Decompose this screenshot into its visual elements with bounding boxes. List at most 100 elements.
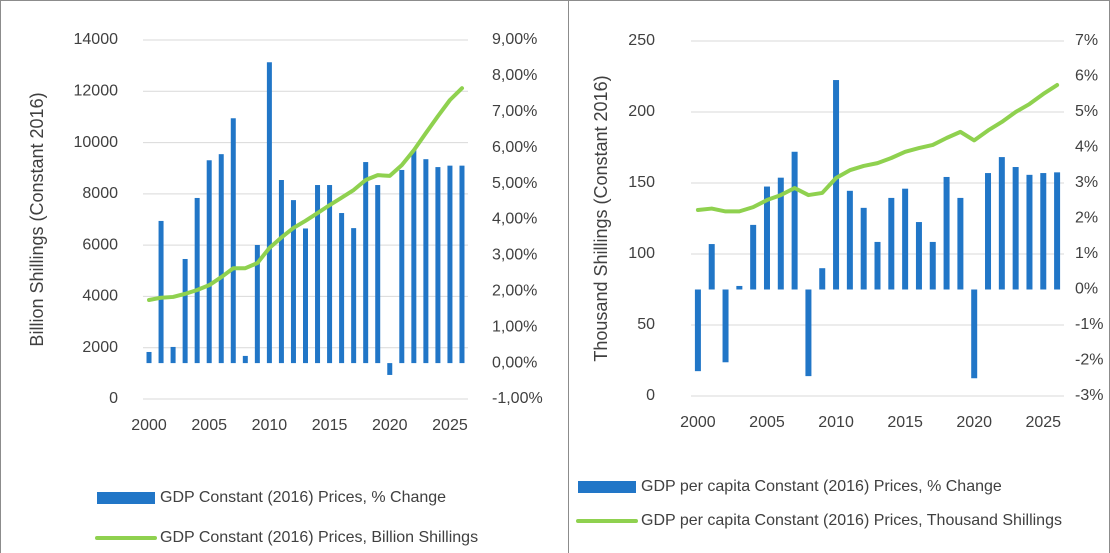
y2-tick-label: 7% <box>1075 32 1098 49</box>
x-tick-label: 2020 <box>372 417 408 434</box>
line <box>147 86 464 303</box>
y2-tick-label: -1% <box>1075 316 1103 333</box>
bar <box>722 289 729 363</box>
bar <box>763 186 770 290</box>
y2-tick-label: 3% <box>1075 174 1098 191</box>
bar <box>459 165 465 364</box>
bar <box>339 213 345 364</box>
legend-swatch <box>578 481 636 493</box>
x-tick-label: 2000 <box>131 417 167 434</box>
bar <box>874 241 881 290</box>
y2-tick-label: -3% <box>1075 387 1103 404</box>
bar <box>206 160 212 364</box>
y-tick-label: 0 <box>646 387 655 404</box>
x-tick-label: 2020 <box>956 414 992 431</box>
bar <box>833 80 840 290</box>
bar <box>315 185 321 364</box>
bar <box>985 173 992 290</box>
bar <box>363 162 369 364</box>
bar <box>387 363 393 375</box>
y-tick-label: 6000 <box>82 236 118 253</box>
y2-tick-label: 6% <box>1075 68 1098 85</box>
x-tick-label: 2000 <box>680 414 716 431</box>
y2-tick-label: 4,00% <box>492 211 537 228</box>
bar <box>736 285 743 290</box>
y-tick-label: 14000 <box>74 31 119 48</box>
bar <box>327 185 333 364</box>
line <box>695 83 1060 214</box>
bar <box>375 185 381 364</box>
bar <box>182 258 188 364</box>
x-tick-label: 2005 <box>191 417 227 434</box>
bar <box>218 154 224 364</box>
bar <box>846 190 853 290</box>
x-tick-label: 2010 <box>252 417 288 434</box>
bar <box>1054 172 1061 290</box>
y-tick-label: 8000 <box>82 185 118 202</box>
bar <box>435 167 441 364</box>
bar <box>1040 173 1047 290</box>
y2-tick-label: 3,00% <box>492 247 537 264</box>
y-tick-label: 2000 <box>82 339 118 356</box>
y2-tick-label: -2% <box>1075 352 1103 369</box>
x-tick-label: 2010 <box>818 414 854 431</box>
y2-tick-label: 2,00% <box>492 283 537 300</box>
bar <box>290 200 296 364</box>
y2-tick-label: 2% <box>1075 210 1098 227</box>
x-tick-label: 2025 <box>1025 414 1061 431</box>
bar <box>266 62 272 364</box>
y2-tick-label: 5% <box>1075 103 1098 120</box>
y-tick-label: 12000 <box>74 83 119 100</box>
bar <box>888 197 895 290</box>
bar <box>860 207 867 290</box>
y2-tick-label: 7,00% <box>492 103 537 120</box>
y2-tick-label: -1,00% <box>492 390 543 407</box>
y2-tick-label: 0% <box>1075 281 1098 298</box>
bar <box>351 228 357 364</box>
bar <box>750 224 757 290</box>
x-tick-label: 2015 <box>312 417 348 434</box>
bar <box>915 222 922 290</box>
legend-label: GDP per capita Constant (2016) Prices, %… <box>641 478 1002 495</box>
legend-label: GDP per capita Constant (2016) Prices, T… <box>641 512 1062 529</box>
y-tick-label: 10000 <box>74 134 119 151</box>
bar <box>242 355 248 364</box>
bar <box>943 176 950 290</box>
y-tick-label: 200 <box>628 103 655 120</box>
bar <box>411 150 417 364</box>
y-tick-label: 100 <box>628 245 655 262</box>
y2-tick-label: 4% <box>1075 139 1098 156</box>
y2-tick-label: 1,00% <box>492 318 537 335</box>
y2-tick-label: 8,00% <box>492 67 537 84</box>
y2-tick-label: 5,00% <box>492 175 537 192</box>
x-tick-label: 2005 <box>749 414 785 431</box>
x-tick-label: 2015 <box>887 414 923 431</box>
bar <box>971 289 978 379</box>
bar <box>230 118 236 364</box>
y-axis-title: Billion Shillings (Constant 2016) <box>27 92 47 346</box>
bar <box>303 228 308 364</box>
y2-tick-label: 0,00% <box>492 354 537 371</box>
bar <box>423 159 429 364</box>
bar <box>1026 174 1033 290</box>
bar <box>194 197 200 364</box>
bar <box>777 177 784 290</box>
y2-tick-label: 1% <box>1075 245 1098 262</box>
y-tick-label: 150 <box>628 174 655 191</box>
bar <box>170 346 176 364</box>
legend-label: GDP Constant (2016) Prices, Billion Shil… <box>160 529 479 546</box>
legend-swatch <box>97 492 155 504</box>
bar <box>902 188 909 290</box>
y-tick-label: 4000 <box>82 288 118 305</box>
bar <box>158 220 164 364</box>
y-tick-label: 250 <box>628 32 655 49</box>
bar <box>708 244 715 290</box>
bar <box>694 289 701 372</box>
bar <box>278 180 284 364</box>
bar <box>254 244 260 364</box>
bar <box>998 157 1005 290</box>
bar <box>146 351 152 364</box>
